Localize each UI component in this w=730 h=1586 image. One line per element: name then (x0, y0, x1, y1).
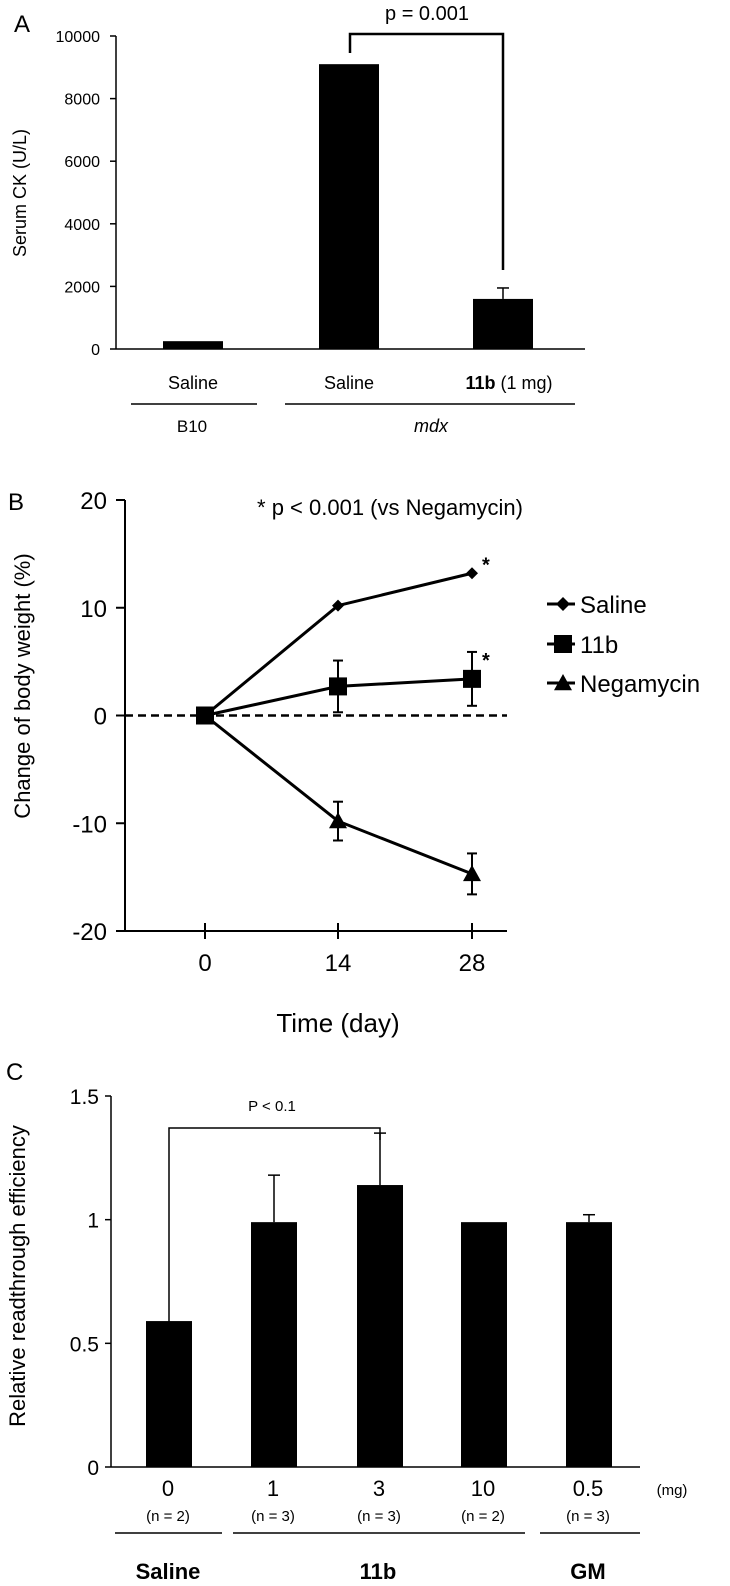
panel-a-y-tick-label: 8000 (64, 92, 100, 109)
panel-a-y-tick-label: 2000 (64, 279, 100, 296)
panel-b-point-diamond (332, 599, 344, 612)
panel-a-category-label-text: Saline (324, 373, 374, 393)
panel-c-dose-label: 10 (471, 1476, 495, 1501)
panel-b-legend-marker-diamond (556, 597, 570, 611)
panel-b: B Change of body weight (%) Time (day) *… (8, 488, 700, 1038)
panel-c-bar (357, 1185, 403, 1467)
panel-a-significance-bracket (348, 32, 505, 270)
panel-c-dose-label: 3 (373, 1476, 385, 1501)
panel-a-category-label: Saline (324, 373, 374, 393)
panel-c-n-label: (n = 2) (146, 1508, 190, 1525)
panel-b-y-tick-label: 20 (80, 488, 107, 515)
panel-a-significance-label: p = 0.001 (385, 3, 469, 25)
panel-b-significance-note: * p < 0.001 (vs Negamycin) (257, 495, 523, 520)
panel-a-group-label: B10 (177, 417, 207, 436)
panel-c-y-tick-label: 0.5 (70, 1333, 99, 1356)
panel-b-label: B (8, 489, 24, 516)
panel-c-significance-label: P < 0.1 (248, 1098, 296, 1115)
panel-a: A Serum CK (U/L) 0 2000 4000 6000 8000 10000 S… (10, 3, 585, 436)
panel-b-legend: Saline 11b Negamycin (547, 592, 700, 698)
panel-b-point-triangle (329, 812, 347, 829)
panel-a-marks (163, 32, 533, 350)
panel-c-n-label: (n = 2) (461, 1508, 505, 1525)
panel-b-legend-label: 11b (580, 632, 618, 659)
panel-a-y-tick-label: 0 (91, 342, 100, 359)
panel-c-dose-label: 0.5 (573, 1476, 604, 1501)
panel-b-legend-marker-square (554, 635, 572, 653)
panel-c-group-label: Saline (136, 1559, 201, 1584)
panel-a-y-tick-label: 6000 (64, 154, 100, 171)
panel-a-category-label-text: (1 mg) (496, 373, 553, 393)
panel-a-bar (473, 298, 533, 349)
panel-b-legend-label: Saline (580, 592, 647, 619)
panel-c-group-label: GM (570, 1559, 605, 1584)
panel-a-category-label: Saline (168, 373, 218, 393)
panel-b-point-triangle (196, 706, 214, 723)
panel-b-x-tick-label: 14 (325, 950, 352, 977)
panel-b-y-tick-label: -20 (72, 919, 107, 946)
panel-b-significance-star: * (482, 650, 490, 672)
panel-b-y-tick-label: -10 (72, 811, 107, 838)
panel-b-series-line-negamycin (204, 714, 473, 876)
panel-a-category-label-text: Saline (168, 373, 218, 393)
panel-b-x-tick-label: 28 (459, 950, 486, 977)
panel-b-legend-label: Negamycin (580, 671, 700, 698)
panel-c-dose-label: 0 (162, 1476, 174, 1501)
panel-a-category-label: 11b (1 mg) (465, 373, 552, 393)
panel-c-marks (146, 1127, 612, 1467)
panel-c-bar (461, 1222, 507, 1467)
panel-b-point-diamond (466, 567, 478, 580)
panel-a-label: A (14, 11, 30, 38)
panel-c-axes: 0 0.5 1 1.5 0 (n = 2) 1 (n = 3) 3 (n = 3) 10 (n = 2… (70, 1086, 640, 1584)
panel-c: C Relative readthrough efficiency P < 0.… (5, 1059, 687, 1584)
panel-b-y-axis-label: Change of body weight (%) (10, 553, 35, 818)
panel-c-y-tick-label: 0 (87, 1457, 99, 1480)
panel-c-unit-label: (mg) (657, 1482, 688, 1499)
panel-a-y-tick-label: 10000 (56, 29, 101, 46)
panel-c-y-tick-label: 1 (87, 1210, 99, 1233)
panel-b-significance-star: * (482, 554, 490, 576)
panel-b-point-square (329, 677, 347, 696)
panel-a-y-axis-label: Serum CK (U/L) (10, 129, 30, 257)
panel-b-marks: ** (196, 554, 490, 896)
panel-b-point-square (463, 669, 481, 688)
panel-c-label: C (6, 1059, 23, 1086)
panel-c-bar (251, 1222, 297, 1467)
panel-c-n-label: (n = 3) (566, 1508, 610, 1525)
panel-a-group-label: mdx (414, 416, 449, 436)
panel-b-point-triangle (463, 864, 481, 882)
panel-b-legend-marker-triangle (554, 674, 572, 691)
panel-c-y-axis-label: Relative readthrough efficiency (5, 1125, 30, 1427)
panel-b-y-tick-label: 10 (80, 596, 107, 623)
panel-c-bar (566, 1222, 612, 1467)
panel-a-category-label-bold: 11b (465, 373, 495, 393)
panel-b-x-tick-label: 0 (198, 950, 211, 977)
panel-c-significance-bracket (168, 1127, 381, 1360)
panel-c-n-label: (n = 3) (357, 1508, 401, 1525)
panel-a-bar (319, 64, 379, 350)
panel-b-y-tick-label: 0 (94, 704, 107, 731)
panel-a-bar (163, 341, 223, 349)
panel-c-y-tick-label: 1.5 (70, 1086, 99, 1109)
panel-c-dose-label: 1 (267, 1476, 279, 1501)
panel-c-n-label: (n = 3) (251, 1508, 295, 1525)
panel-b-axes: -20 -10 0 10 20 0 14 28 (72, 488, 507, 977)
panel-b-x-axis-label: Time (day) (276, 1008, 399, 1038)
panel-a-y-tick-label: 4000 (64, 217, 100, 234)
panel-c-group-label: 11b (360, 1559, 397, 1584)
panel-a-axes: 0 2000 4000 6000 8000 10000 Saline Saline 11b (1… (56, 29, 585, 436)
